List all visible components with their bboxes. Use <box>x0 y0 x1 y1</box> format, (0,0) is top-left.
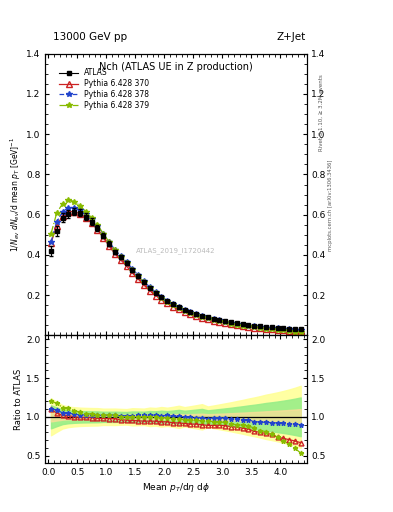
Text: 13000 GeV pp: 13000 GeV pp <box>53 32 127 42</box>
Y-axis label: $1/N_{ev}$ $dN_{ev}$/d mean $p_T$ [GeV]$^{-1}$: $1/N_{ev}$ $dN_{ev}$/d mean $p_T$ [GeV]$… <box>9 137 23 252</box>
Text: Rivet 3.1.10, ≥ 3.2M events: Rivet 3.1.10, ≥ 3.2M events <box>319 74 324 151</box>
Text: mcplots.cern.ch [arXiv:1306.3436]: mcplots.cern.ch [arXiv:1306.3436] <box>328 159 333 250</box>
Text: Z+Jet: Z+Jet <box>277 32 306 42</box>
X-axis label: Mean $p_T$/d$\eta$ d$\phi$: Mean $p_T$/d$\eta$ d$\phi$ <box>142 481 210 495</box>
Text: ATLAS_2019_I1720442: ATLAS_2019_I1720442 <box>136 247 216 254</box>
Text: Nch (ATLAS UE in Z production): Nch (ATLAS UE in Z production) <box>99 62 253 72</box>
Y-axis label: Ratio to ATLAS: Ratio to ATLAS <box>14 369 23 430</box>
Legend: ATLAS, Pythia 6.428 370, Pythia 6.428 378, Pythia 6.428 379: ATLAS, Pythia 6.428 370, Pythia 6.428 37… <box>57 66 152 112</box>
